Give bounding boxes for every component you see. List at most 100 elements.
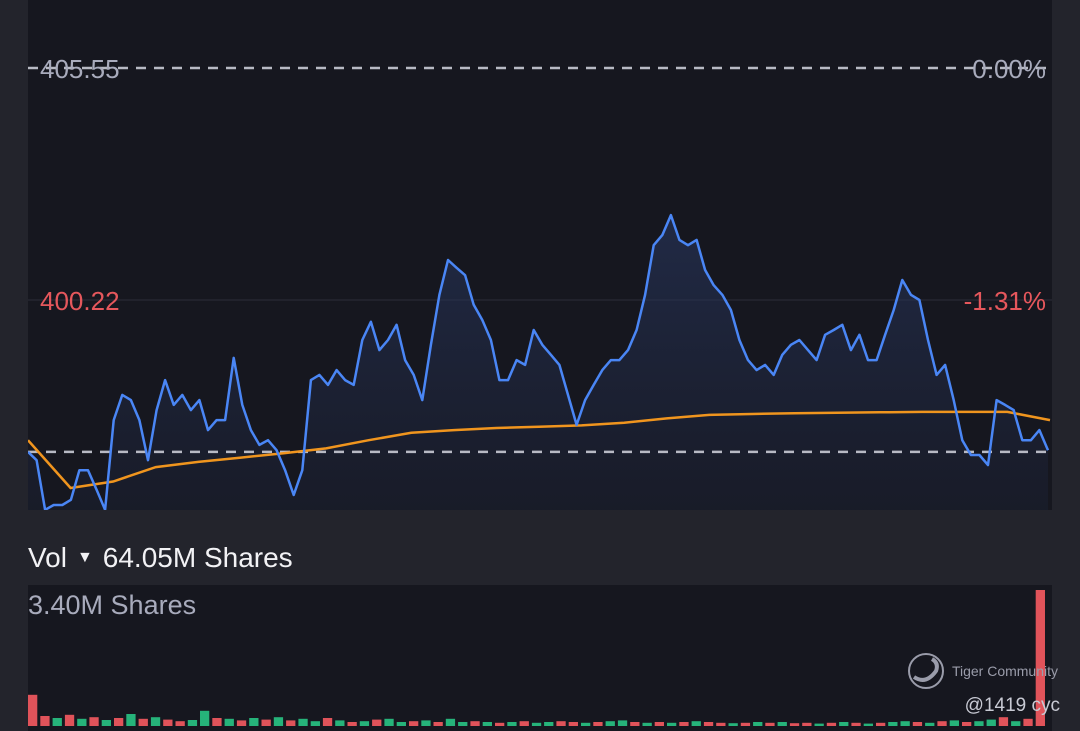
volume-bar xyxy=(187,720,198,726)
volume-bar xyxy=(163,719,173,726)
volume-bar xyxy=(900,721,910,726)
volume-bar xyxy=(1035,590,1045,726)
volume-bar xyxy=(52,718,62,726)
volume-chart[interactable]: 3.40M Shares Tiger Community @1419 cyc xyxy=(28,585,1060,731)
price-area-fill xyxy=(28,215,1048,510)
volume-bar xyxy=(359,721,370,726)
watermark: Tiger Community xyxy=(906,651,1058,691)
volume-bar xyxy=(826,722,837,726)
volume-bar xyxy=(519,721,529,726)
volume-bar xyxy=(544,722,554,726)
volume-bar xyxy=(126,714,136,726)
volume-bar xyxy=(937,721,947,726)
y-tick-mid-price: 400.22 xyxy=(40,286,120,316)
volume-bar xyxy=(236,720,247,726)
volume-bar xyxy=(876,722,886,726)
volume-bar xyxy=(568,722,578,726)
volume-bar xyxy=(200,710,210,726)
volume-bar xyxy=(642,722,652,726)
volume-label: Vol xyxy=(28,542,67,573)
volume-bar xyxy=(789,723,800,726)
volume-bar xyxy=(617,720,628,726)
volume-total: 64.05M Shares xyxy=(102,542,293,573)
volume-bar xyxy=(261,719,271,726)
volume-bar xyxy=(888,722,898,726)
volume-bar xyxy=(531,722,542,726)
volume-bar xyxy=(667,722,677,726)
price-chart[interactable]: 405.55 0.00% 400.22 -1.31% xyxy=(28,0,1052,510)
volume-bar xyxy=(384,718,394,726)
volume-bar xyxy=(89,717,99,726)
volume-bar xyxy=(138,718,148,726)
volume-chart-svg xyxy=(28,590,1045,726)
volume-bar xyxy=(986,719,996,726)
volume-bar xyxy=(249,718,259,726)
volume-bar xyxy=(605,721,615,726)
volume-bar xyxy=(372,719,382,726)
volume-bar xyxy=(925,722,935,726)
volume-bar xyxy=(286,720,296,726)
volume-bar xyxy=(949,720,959,726)
y-tick-top-price: 405.55 xyxy=(40,54,120,84)
volume-bar xyxy=(1023,718,1033,726)
y-tick-mid-pct: -1.31% xyxy=(963,286,1046,316)
volume-bar xyxy=(421,720,431,726)
volume-bar xyxy=(77,718,87,726)
volume-bar xyxy=(654,722,664,726)
volume-bar xyxy=(482,722,492,726)
volume-bar xyxy=(679,722,689,726)
volume-bar xyxy=(409,721,419,726)
volume-bar xyxy=(64,714,75,726)
volume-bar xyxy=(556,721,566,726)
volume-bar xyxy=(114,718,124,726)
volume-bar xyxy=(445,718,456,726)
volume-bar xyxy=(802,722,812,726)
volume-bar xyxy=(703,722,714,726)
volume-bar xyxy=(322,718,333,726)
volume-bar xyxy=(507,722,517,726)
volume-bar xyxy=(863,723,873,726)
y-tick-top-pct: 0.00% xyxy=(972,54,1046,84)
average-price-line xyxy=(28,410,1051,490)
volume-bar xyxy=(974,721,984,726)
volume-bar xyxy=(212,718,222,726)
volume-bar xyxy=(433,722,443,726)
tiger-logo-icon xyxy=(907,653,944,689)
volume-bar xyxy=(962,722,972,726)
volume-bar xyxy=(101,720,111,726)
volume-bar xyxy=(851,722,861,726)
volume-bar xyxy=(495,722,505,726)
price-line xyxy=(28,213,1050,510)
volume-bar xyxy=(777,722,787,726)
volume-bar xyxy=(273,717,284,726)
volume-bar xyxy=(839,722,849,726)
volume-bar xyxy=(150,717,161,726)
volume-bar xyxy=(28,694,38,726)
volume-bar xyxy=(40,716,50,726)
volume-bar xyxy=(912,722,923,726)
volume-bar xyxy=(298,718,308,726)
volume-bar xyxy=(310,721,320,726)
volume-bar xyxy=(335,720,345,726)
volume-bar xyxy=(224,718,234,726)
volume-bar xyxy=(716,722,726,726)
volume-bar xyxy=(753,722,763,726)
volume-bar xyxy=(593,722,603,726)
volume-bar xyxy=(765,722,775,726)
volume-bar xyxy=(175,721,185,726)
volume-bar xyxy=(1011,721,1021,726)
volume-bar xyxy=(458,722,468,726)
volume-bar xyxy=(814,723,824,726)
volume-bar xyxy=(740,722,751,726)
volume-bar xyxy=(691,721,701,726)
volume-max-label: 3.40M Shares xyxy=(28,590,197,620)
volume-bar xyxy=(630,722,640,726)
watermark-user: @1419 cyc xyxy=(964,695,1060,716)
volume-header[interactable]: Vol ▼ 64.05M Shares xyxy=(28,542,293,574)
volume-bar xyxy=(470,721,480,726)
volume-bar xyxy=(581,722,591,726)
volume-bar xyxy=(998,717,1009,726)
watermark-brand: Tiger Community xyxy=(951,663,1058,679)
caret-down-icon[interactable]: ▼ xyxy=(76,549,93,566)
volume-bar xyxy=(728,723,738,726)
